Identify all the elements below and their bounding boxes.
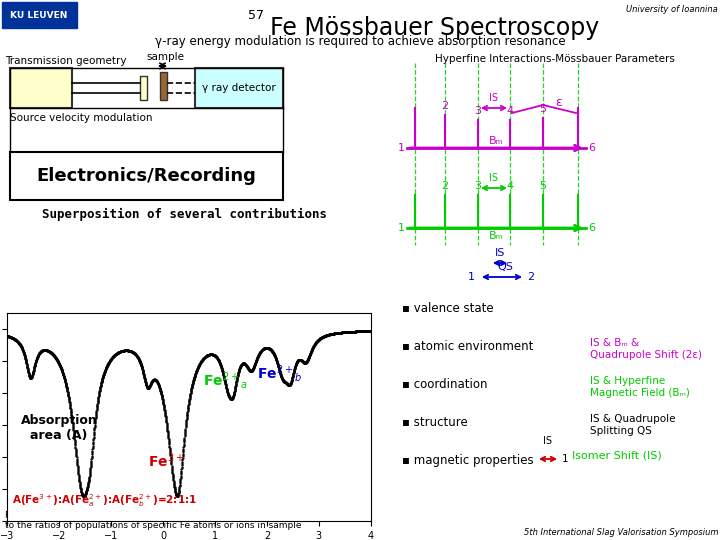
- Text: 1: 1: [398, 143, 405, 153]
- Text: Absorption
area (A): Absorption area (A): [21, 414, 97, 442]
- Text: ▪ magnetic properties: ▪ magnetic properties: [402, 454, 534, 467]
- Text: A(Fe$^{3+}$):A(Fe$^{2+}_a$):A(Fe$^{2+}_b$)=2:1:1: A(Fe$^{3+}$):A(Fe$^{2+}_a$):A(Fe$^{2+}_b…: [12, 492, 197, 509]
- Text: IS & Hyperfine
Magnetic Field (Bₘ): IS & Hyperfine Magnetic Field (Bₘ): [590, 376, 690, 399]
- Text: 6: 6: [588, 143, 595, 153]
- Text: 2: 2: [527, 272, 534, 282]
- Text: 2: 2: [441, 181, 449, 191]
- Text: ▪ structure: ▪ structure: [402, 416, 468, 429]
- Text: IS: IS: [495, 248, 505, 258]
- Text: 4: 4: [506, 181, 513, 191]
- Text: IS: IS: [490, 173, 498, 183]
- Text: IS & Bₘ &
Quadrupole Shift (2ε): IS & Bₘ & Quadrupole Shift (2ε): [590, 338, 702, 360]
- Text: ▪ atomic environment: ▪ atomic environment: [402, 340, 534, 353]
- Text: IS & Quadrupole
Splitting QS: IS & Quadrupole Splitting QS: [590, 414, 675, 436]
- Text: 1: 1: [398, 223, 405, 233]
- Text: 1: 1: [562, 454, 569, 464]
- Text: ▪ coordination: ▪ coordination: [402, 378, 487, 391]
- Text: Fe Mössbauer Spectroscopy: Fe Mössbauer Spectroscopy: [270, 16, 599, 40]
- Text: 5: 5: [539, 181, 546, 191]
- Text: ▪ valence state: ▪ valence state: [402, 302, 494, 315]
- Text: 4: 4: [506, 106, 513, 116]
- Text: IS: IS: [490, 93, 498, 103]
- Text: QS: QS: [497, 262, 513, 272]
- Text: Fe$^{2+}$$_a$: Fe$^{2+}$$_a$: [203, 370, 248, 391]
- Text: 5: 5: [539, 104, 546, 114]
- Text: Isomer Shift (IS): Isomer Shift (IS): [572, 451, 662, 461]
- Text: sample: sample: [146, 52, 184, 62]
- Text: Fe$^{3+}$: Fe$^{3+}$: [148, 451, 184, 470]
- Bar: [160, 72, 167, 100]
- Text: γ-ray energy modulation is required to achieve absorption resonance: γ-ray energy modulation is required to a…: [155, 36, 565, 49]
- Text: 57: 57: [248, 9, 264, 22]
- Text: Hyperfine Interactions-Mössbauer Parameters: Hyperfine Interactions-Mössbauer Paramet…: [435, 54, 675, 64]
- Text: 6: 6: [588, 223, 595, 233]
- Text: ε: ε: [555, 97, 562, 110]
- Text: Bₘ: Bₘ: [490, 231, 504, 241]
- Text: 3: 3: [474, 106, 482, 116]
- Text: KU LEUVEN: KU LEUVEN: [10, 10, 68, 19]
- Text: Fe$^{2+}$$_b$: Fe$^{2+}$$_b$: [257, 363, 302, 384]
- Text: Transmission geometry: Transmission geometry: [5, 56, 127, 66]
- Bar: [2, 2, 77, 28]
- Text: Bₘ: Bₘ: [490, 136, 504, 146]
- Bar: [10, 152, 283, 200]
- Text: IS: IS: [544, 436, 552, 446]
- Text: 3: 3: [474, 181, 482, 191]
- Text: 2: 2: [441, 101, 449, 111]
- Text: γ ray detector: γ ray detector: [202, 83, 276, 93]
- Bar: [10, 68, 72, 108]
- Bar: [195, 68, 283, 108]
- Text: Source velocity modulation: Source velocity modulation: [10, 113, 153, 123]
- Text: 1: 1: [468, 272, 475, 282]
- Text: 5th International Slag Valorisation Symposium: 5th International Slag Valorisation Symp…: [523, 528, 718, 537]
- Text: Electronics/Recording: Electronics/Recording: [36, 167, 256, 185]
- Text: Ratios of Absorption Areas of individual components proportional
to the ratios o: Ratios of Absorption Areas of individual…: [5, 511, 302, 530]
- Text: University of Ioannina: University of Ioannina: [626, 5, 718, 14]
- Bar: [140, 76, 147, 100]
- Text: Superposition of several contributions: Superposition of several contributions: [42, 208, 328, 221]
